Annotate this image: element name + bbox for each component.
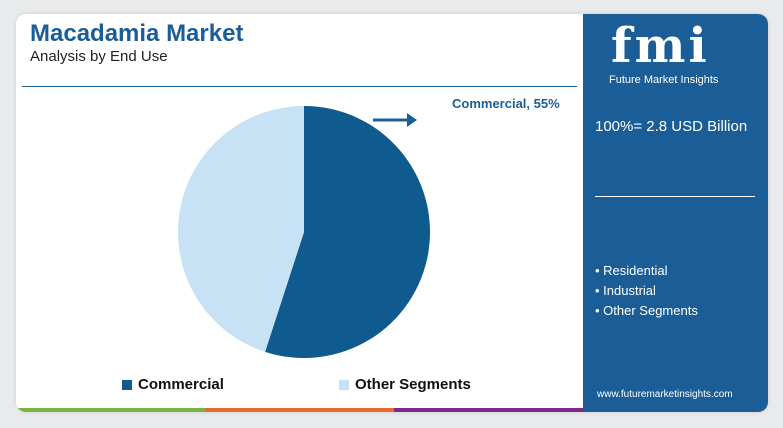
segment-item: • Other Segments	[595, 303, 698, 318]
legend-label-other: Other Segments	[355, 376, 471, 393]
legend-swatch-commercial	[122, 379, 132, 390]
segment-item: • Residential	[595, 263, 668, 278]
website-link[interactable]: www.futuremarketinsights.com	[597, 389, 733, 400]
color-bar-green	[16, 408, 205, 412]
page-title: Macadamia Market	[30, 20, 244, 47]
pie-slice-other-segments	[177, 106, 304, 352]
panel-divider	[595, 196, 755, 197]
page-subtitle: Analysis by End Use	[30, 48, 168, 65]
color-bar-purple	[394, 408, 583, 412]
legend-label-commercial: Commercial	[138, 376, 224, 393]
legend-item-other: Other Segments	[339, 376, 471, 393]
fmi-logo: fmi Future Market Insights	[609, 20, 749, 94]
arrow-right-icon	[373, 113, 417, 127]
segment-item: • Industrial	[595, 283, 656, 298]
legend-item-commercial: Commercial	[122, 376, 224, 393]
segment-label: Other Segments	[603, 303, 698, 318]
segment-label: Residential	[603, 263, 668, 278]
color-bar	[16, 408, 583, 412]
legend-swatch-other	[339, 379, 349, 390]
title-divider	[22, 86, 577, 87]
logo-mark: fmi	[611, 18, 710, 74]
color-bar-orange	[205, 408, 394, 412]
market-total: 100%= 2.8 USD Billion	[595, 118, 748, 135]
commercial-callout: Commercial, 55%	[452, 96, 560, 111]
pie-chart	[177, 106, 430, 358]
pie-slice-commercial	[265, 106, 430, 358]
segment-label: Industrial	[603, 283, 656, 298]
segment-list: • Residential • Industrial • Other Segme…	[595, 261, 698, 321]
infographic-card: Macadamia Market Analysis by End Use Com…	[16, 14, 768, 412]
logo-tagline: Future Market Insights	[609, 74, 719, 86]
info-panel: fmi Future Market Insights 100%= 2.8 USD…	[583, 14, 768, 412]
